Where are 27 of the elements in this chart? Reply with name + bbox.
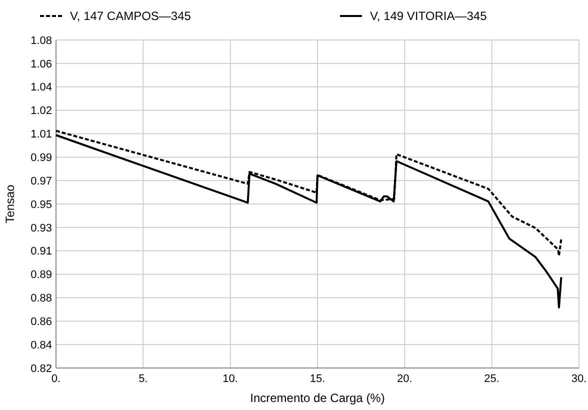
y-tick-label: 0.99: [30, 152, 52, 164]
x-axis-title: Incremento de Carga (%): [250, 391, 385, 405]
y-tick-label: 1.01: [30, 128, 52, 141]
x-tick-label: 15.: [310, 373, 326, 385]
y-tick-label: 1.04: [30, 82, 52, 94]
x-tick-label: 0.: [51, 373, 61, 385]
legend-label: V, 147 CAMPOS—345: [70, 9, 192, 24]
y-axis-title: Tensao: [3, 184, 17, 224]
x-tick-label: 20.: [397, 373, 412, 385]
x-tick-label: 5.: [138, 373, 148, 385]
y-tick-label: 0.82: [30, 362, 52, 375]
y-tick-label: 0.88: [30, 292, 52, 305]
y-tick-label: 0.84: [30, 339, 52, 352]
legend-label: V, 149 VITORIA—345: [370, 9, 488, 24]
y-tick-label: 0.97: [30, 175, 52, 188]
line-series: [55, 134, 562, 308]
y-tick-label: 1.06: [30, 58, 52, 70]
x-tick-label: 10.: [222, 373, 238, 385]
y-tick-label: 0.89: [30, 269, 52, 282]
y-tick-label: 1.02: [30, 105, 52, 118]
x-tick-label: 25.: [484, 373, 500, 385]
x-tick-label: 30.: [571, 373, 587, 385]
y-tick-label: 0.93: [30, 222, 52, 234]
y-tick-label: 0.86: [30, 316, 52, 328]
y-tick-label: 1.08: [30, 34, 52, 47]
y-tick-label: 0.91: [30, 246, 52, 258]
y-tick-label: 0.95: [30, 198, 52, 211]
